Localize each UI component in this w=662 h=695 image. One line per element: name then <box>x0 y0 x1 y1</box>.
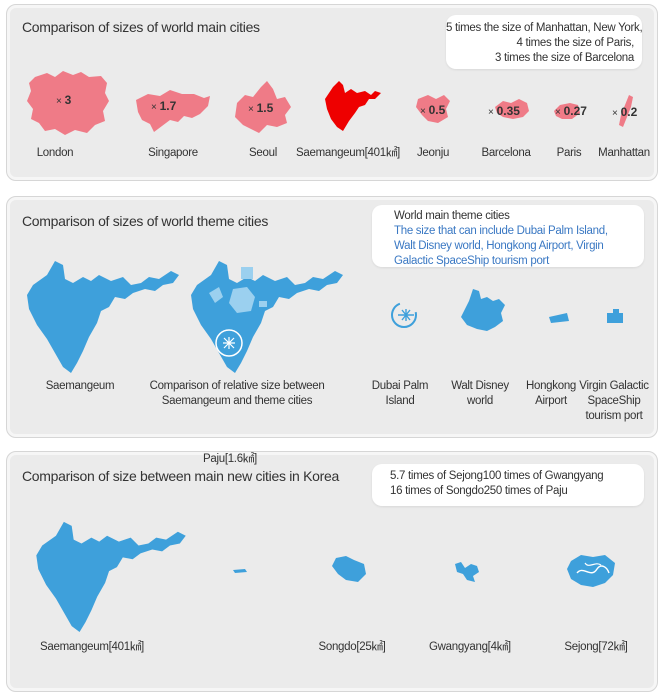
note-line: 5 times the size of Manhattan, New York, <box>446 22 643 34</box>
section-title: Comparison of sizes of world theme citie… <box>22 213 269 229</box>
city-label: Paju[1.6㎢] <box>203 453 257 465</box>
city-label: Saemangeum[401㎢] <box>40 641 144 653</box>
hongkong-airport-shape <box>549 313 569 323</box>
multiplier: × 0.35 <box>488 104 520 118</box>
sejong-shape <box>567 555 615 587</box>
city-label: Sejong[72㎢] <box>564 641 628 653</box>
note-heading: World main theme cities <box>394 210 510 222</box>
gwangyang-shape <box>455 562 479 582</box>
image-caption: Comparison of relative size between Saem… <box>149 380 325 407</box>
city-label: Barcelona <box>481 147 531 159</box>
singapore-shape <box>136 90 210 132</box>
city-label: London <box>36 147 74 159</box>
saemangeum-shape <box>36 521 186 633</box>
virgin-galactic-spaceport-shape <box>607 309 623 323</box>
multiplier: × 1.5 <box>248 101 274 115</box>
korea-cities-note: 5.7 times of Sejong100 times of Gwangyan… <box>372 464 644 506</box>
manhattan-shape <box>619 95 633 127</box>
barcelona-shape <box>495 99 529 119</box>
note-line: 16 times of Songdo250 times of Paju <box>390 485 568 497</box>
multiplier: × 0.2 <box>612 105 638 119</box>
paju-shape <box>233 569 247 573</box>
korea-new-cities-panel: Comparison of size between main new citi… <box>6 451 658 692</box>
image-caption: Saemangeum <box>45 380 115 392</box>
comparison-note: 5 times the size of Manhattan, New York,… <box>446 15 643 69</box>
image-caption: Virgin Galactic SpaceShip tourism port <box>579 380 649 422</box>
note-line: Galactic SpaceShip tourism port <box>394 255 549 267</box>
city-label: Jeonju <box>416 147 450 159</box>
city-label: Singapore <box>148 147 198 159</box>
city-label: Saemangeum[401㎢] <box>296 147 400 159</box>
walt-disney-world-shape <box>461 289 505 331</box>
theme-cities-note: World main theme cities The size that ca… <box>372 205 644 267</box>
palm-island-icon <box>391 302 417 328</box>
multiplier: × 1.7 <box>151 99 177 113</box>
city-label: Songdo[25㎢] <box>318 641 386 653</box>
note-line: 4 times the size of Paris, <box>516 37 635 49</box>
multiplier: × 0.27 <box>555 104 587 118</box>
note-line: The size that can include Dubai Palm Isl… <box>394 225 608 237</box>
image-caption: Walt Disney world <box>451 380 509 407</box>
image-caption: Dubai Palm Island <box>371 380 429 407</box>
jeonju-shape <box>416 95 450 123</box>
songdo-shape <box>332 556 366 582</box>
note-line: 3 times the size of Barcelona <box>495 52 634 64</box>
london-shape <box>27 71 109 135</box>
note-line: Walt Disney world, Hongkong Airport, Vir… <box>394 240 604 252</box>
saemangeum-shape <box>27 261 179 373</box>
comparison-shape <box>191 261 343 373</box>
saemangeum-shape <box>325 81 381 131</box>
seoul-shape <box>235 81 291 133</box>
image-caption: Hongkong Airport <box>525 380 577 407</box>
paris-shape <box>554 103 580 119</box>
theme-cities-panel: Comparison of sizes of world theme citie… <box>6 196 658 438</box>
multiplier: × 3 <box>56 93 72 107</box>
note-line: 5.7 times of Sejong100 times of Gwangyan… <box>390 470 604 482</box>
multiplier: × 0.5 <box>420 103 446 117</box>
world-cities-panel: Comparison of sizes of world main cities… <box>6 4 658 181</box>
section-title: Comparison of size between main new citi… <box>22 468 339 484</box>
section-title: Comparison of sizes of world main cities <box>22 19 260 35</box>
city-label: Seoul <box>249 147 277 159</box>
city-label: Paris <box>556 147 582 159</box>
city-label: Manhattan <box>598 147 650 159</box>
city-label: Gwangyang[4㎢] <box>429 641 511 653</box>
